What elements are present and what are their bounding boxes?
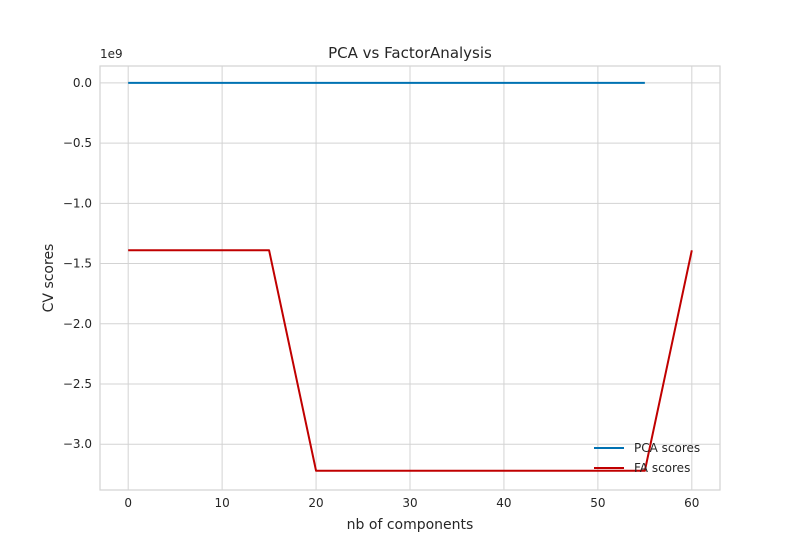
x-tick-label: 40 bbox=[496, 496, 511, 510]
x-tick-label: 20 bbox=[308, 496, 323, 510]
x-tick-label: 30 bbox=[402, 496, 417, 510]
legend: PCA scores FA scores bbox=[594, 441, 700, 475]
series-layer bbox=[128, 81, 693, 472]
x-tick-label: 60 bbox=[684, 496, 699, 510]
y-tick-label: 0.0 bbox=[73, 76, 92, 90]
y-tick-label: −2.5 bbox=[63, 377, 92, 391]
y-tick-label: −1.0 bbox=[63, 196, 92, 210]
y-tick-label: −1.5 bbox=[63, 257, 92, 271]
legend-entry: FA scores bbox=[634, 461, 690, 475]
x-axis-title: nb of components bbox=[347, 517, 474, 533]
x-tick-label: 50 bbox=[590, 496, 605, 510]
grid-lines bbox=[100, 66, 720, 490]
y-axis-title: CV scores bbox=[41, 244, 57, 313]
series-line-fa bbox=[128, 249, 693, 472]
y-tick-label: −2.0 bbox=[63, 317, 92, 331]
x-tick-label: 0 bbox=[124, 496, 132, 510]
legend-entry: PCA scores bbox=[634, 441, 700, 455]
chart-title: PCA vs FactorAnalysis bbox=[328, 44, 492, 62]
y-axis-offset-text: 1e9 bbox=[100, 47, 123, 61]
y-tick-label: −0.5 bbox=[63, 136, 92, 150]
y-tick-label: −3.0 bbox=[63, 437, 92, 451]
tick-labels: 0 10 20 30 40 50 60 0.0 −0.5 −1.0 −1.5 −2.0 −2.5 −3.0 bbox=[63, 76, 700, 510]
x-tick-label: 10 bbox=[214, 496, 229, 510]
